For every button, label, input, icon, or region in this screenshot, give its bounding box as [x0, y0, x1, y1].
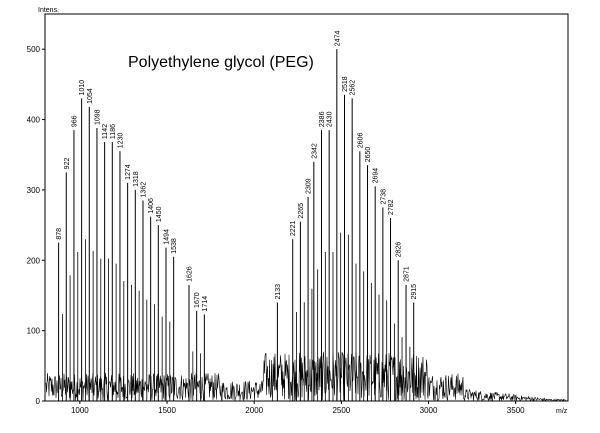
- x-tick-label: 3000: [420, 406, 438, 415]
- peak-label-1010: 1010: [79, 80, 86, 96]
- peak-label-2782: 2782: [388, 199, 395, 215]
- peak-label-966: 966: [71, 115, 78, 127]
- peak-label-2871: 2871: [404, 266, 411, 282]
- peak-label-878: 878: [56, 228, 63, 240]
- peak-label-1538: 1538: [171, 238, 178, 254]
- peak-label-1186: 1186: [110, 124, 117, 139]
- peak-label-1142: 1142: [102, 124, 109, 139]
- peak-label-1714: 1714: [202, 296, 209, 312]
- x-tick-label: 2000: [245, 406, 263, 415]
- x-tick-label: 2500: [332, 406, 350, 415]
- peak-label-2342: 2342: [311, 143, 318, 159]
- peak-label-2826: 2826: [396, 242, 403, 258]
- noise-trace: [45, 351, 566, 402]
- peak-label-1274: 1274: [125, 164, 132, 180]
- peak-label-2430: 2430: [327, 111, 334, 127]
- peak-label-2694: 2694: [373, 168, 380, 184]
- peak-label-2606: 2606: [357, 133, 364, 149]
- peak-label-1406: 1406: [148, 198, 155, 214]
- x-tick-label: 1000: [71, 406, 89, 415]
- y-tick-label: 400: [27, 116, 41, 125]
- x-tick-label: 1500: [158, 406, 176, 415]
- chart-title: Polyethylene glycol (PEG): [128, 54, 314, 71]
- peak-label-2386: 2386: [319, 111, 326, 127]
- plot-area-frame: [44, 13, 569, 402]
- peak-label-2309: 2309: [306, 178, 313, 194]
- peak-label-2562: 2562: [350, 80, 357, 96]
- peak-label-1450: 1450: [156, 206, 163, 222]
- peak-label-1054: 1054: [87, 88, 94, 104]
- x-axis-label: m/z: [556, 408, 568, 415]
- x-tick-label: 3500: [507, 406, 525, 415]
- peak-label-1626: 1626: [186, 266, 193, 282]
- peak-label-1098: 1098: [94, 109, 101, 125]
- peak-label-2133: 2133: [275, 284, 282, 300]
- baseline-noise: [45, 232, 566, 402]
- peak-label-2915: 2915: [411, 284, 418, 300]
- y-tick-label: 500: [27, 45, 41, 54]
- peak-label-1230: 1230: [117, 133, 124, 149]
- y-axis-label: Intens.: [38, 7, 59, 14]
- peak-label-1494: 1494: [163, 229, 170, 245]
- peak-label-2221: 2221: [290, 220, 297, 236]
- peak-label-2474: 2474: [334, 31, 341, 47]
- y-tick-label: 100: [27, 327, 41, 336]
- spectrum-peaks: [58, 49, 415, 401]
- y-axis-ticks: 0 100 200 300 400 500: [27, 45, 45, 406]
- peak-label-1318: 1318: [133, 171, 140, 187]
- y-tick-label: 200: [27, 256, 41, 265]
- peak-label-1670: 1670: [194, 292, 201, 308]
- y-tick-label: 300: [27, 186, 41, 195]
- peak-label-2265: 2265: [298, 203, 305, 219]
- y-tick-label: 0: [36, 397, 41, 406]
- peak-label-2518: 2518: [342, 76, 349, 92]
- peak-label-922: 922: [64, 158, 71, 170]
- peak-label-1362: 1362: [140, 182, 147, 198]
- peak-label-2650: 2650: [365, 147, 372, 163]
- x-axis-ticks: 1000 1500 2000 2500 3000 3500: [71, 401, 525, 415]
- peak-label-2738: 2738: [380, 189, 387, 205]
